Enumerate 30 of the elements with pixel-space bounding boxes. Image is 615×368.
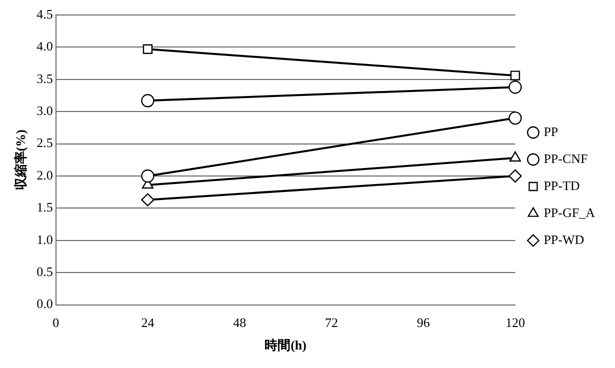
x-tick-label: 72 [324, 315, 338, 330]
y-tick-label: 2.5 [36, 135, 53, 150]
y-tick-label: 1.0 [36, 232, 53, 247]
x-tick-label: 96 [416, 315, 430, 330]
y-tick-label: 0.5 [36, 264, 53, 280]
point [510, 70, 520, 80]
point [508, 80, 522, 94]
x-tick-label: 0 [52, 315, 60, 330]
y-tick-label: 4.5 [36, 6, 53, 22]
y-tick-label: 0.0 [36, 296, 53, 312]
legend-label: PP [544, 124, 558, 139]
legend-label: PP-CNF [544, 150, 588, 166]
y-tick-label: 1.5 [36, 200, 53, 215]
y-tick-label: 3.5 [36, 70, 53, 86]
y-axis-title: 収縮率(%) [13, 130, 28, 190]
x-tick-label: 120 [505, 315, 525, 330]
legend-label: PP-GF_A [544, 204, 596, 220]
x-tick-label: 24 [141, 315, 155, 330]
legend-label: PP-TD [544, 178, 580, 193]
y-tick-label: 3.0 [36, 103, 53, 118]
y-tick-label: 2.0 [36, 167, 53, 182]
point [508, 169, 522, 183]
point [508, 111, 522, 125]
point [141, 193, 154, 206]
y-tick-label: 4.0 [36, 38, 53, 54]
point [141, 94, 154, 108]
x-axis-title: 時間(h) [264, 338, 306, 353]
x-tick-label: 48 [233, 315, 246, 330]
point [142, 44, 153, 54]
legend-label: PP-WD [544, 232, 584, 247]
